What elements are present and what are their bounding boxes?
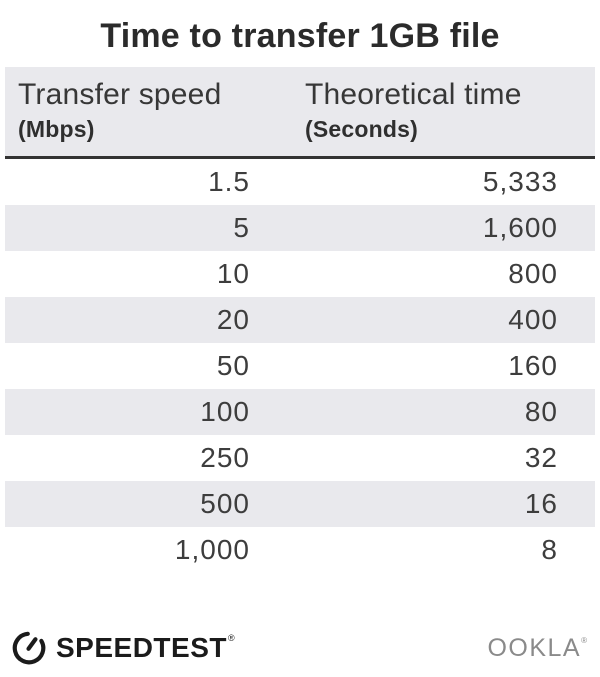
table-row: 500 16 xyxy=(5,481,595,527)
time-cell: 5,333 xyxy=(482,166,558,197)
table-row: 20 400 xyxy=(5,297,595,343)
speed-cell: 1,000 xyxy=(174,534,250,565)
column-label: Theoretical time xyxy=(305,78,522,111)
table-row: 50 160 xyxy=(5,343,595,389)
speedtest-gauge-icon xyxy=(12,631,46,665)
time-cell: 8 xyxy=(541,534,558,565)
speed-cell: 100 xyxy=(200,396,250,427)
table-row: 5 1,600 xyxy=(5,205,595,251)
table-row: 10 800 xyxy=(5,251,595,297)
time-cell: 80 xyxy=(524,396,558,427)
table-row: 250 32 xyxy=(5,435,595,481)
column-header-theoretical-time: Theoretical time (Seconds) xyxy=(305,76,595,143)
speed-cell: 250 xyxy=(200,442,250,473)
ookla-logo: OOKLA ® xyxy=(487,634,587,663)
time-cell: 1,600 xyxy=(482,212,558,243)
footer: SPEEDTEST ® OOKLA ® xyxy=(10,629,587,667)
speedtest-wordmark: SPEEDTEST xyxy=(56,632,227,663)
time-cell: 800 xyxy=(508,258,558,289)
column-unit: (Mbps) xyxy=(18,116,95,142)
table-header: Transfer speed (Mbps) Theoretical time (… xyxy=(5,67,595,159)
column-header-transfer-speed: Transfer speed (Mbps) xyxy=(5,76,305,143)
registered-trademark-icon: ® xyxy=(581,635,587,645)
table-row: 1,000 8 xyxy=(5,527,595,573)
speed-cell: 50 xyxy=(216,350,250,381)
page-title: Time to transfer 1GB file xyxy=(100,17,500,55)
time-cell: 16 xyxy=(524,488,558,519)
speedtest-logo: SPEEDTEST ® xyxy=(10,629,235,667)
column-label: Transfer speed xyxy=(18,78,222,111)
transfer-time-table: Transfer speed (Mbps) Theoretical time (… xyxy=(5,67,595,573)
table-row: 100 80 xyxy=(5,389,595,435)
time-cell: 160 xyxy=(508,350,558,381)
speed-cell: 500 xyxy=(200,488,250,519)
table-body: 1.5 5,333 5 1,600 10 800 20 400 50 160 100 80 250 32 5… xyxy=(5,159,595,573)
time-cell: 400 xyxy=(508,304,558,335)
table-row: 1.5 5,333 xyxy=(5,159,595,205)
speed-cell: 5 xyxy=(233,212,250,243)
registered-trademark-icon: ® xyxy=(227,633,235,643)
speed-cell: 20 xyxy=(216,304,250,335)
time-cell: 32 xyxy=(524,442,558,473)
column-unit: (Seconds) xyxy=(305,116,418,142)
ookla-wordmark: OOKLA xyxy=(487,633,582,662)
speed-cell: 10 xyxy=(216,258,250,289)
speed-cell: 1.5 xyxy=(208,166,250,197)
